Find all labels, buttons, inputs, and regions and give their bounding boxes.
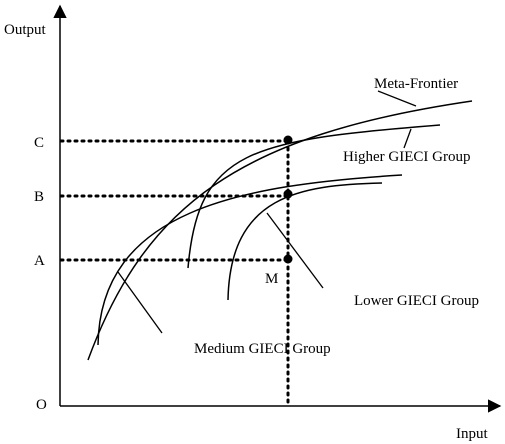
meta-frontier-leader xyxy=(377,90,417,107)
point-b-medium xyxy=(283,189,293,199)
origin-label: O xyxy=(36,397,47,413)
meta-frontier-curve xyxy=(87,100,473,361)
meta-frontier-label: Meta-Frontier xyxy=(374,76,458,92)
x-axis-label: Input xyxy=(456,426,488,442)
higher-group-curve xyxy=(187,124,441,269)
medium-group-label: Medium GIECI Group xyxy=(194,341,331,357)
medium-group-curve xyxy=(97,174,403,346)
point-m-label: M xyxy=(265,271,278,287)
lower-group-label: Lower GIECI Group xyxy=(354,293,479,309)
point-m xyxy=(283,254,293,264)
level-label-b: B xyxy=(34,189,44,205)
medium-group-leader xyxy=(117,271,163,334)
lower-group-leader xyxy=(266,212,324,289)
lower-group-curve xyxy=(227,182,383,301)
higher-group-leader xyxy=(403,128,412,149)
level-label-a: A xyxy=(34,253,45,269)
point-c-meta xyxy=(283,135,293,145)
y-axis-label: Output xyxy=(4,22,47,38)
level-label-c: C xyxy=(34,135,44,151)
higher-group-label: Higher GIECI Group xyxy=(343,149,470,165)
